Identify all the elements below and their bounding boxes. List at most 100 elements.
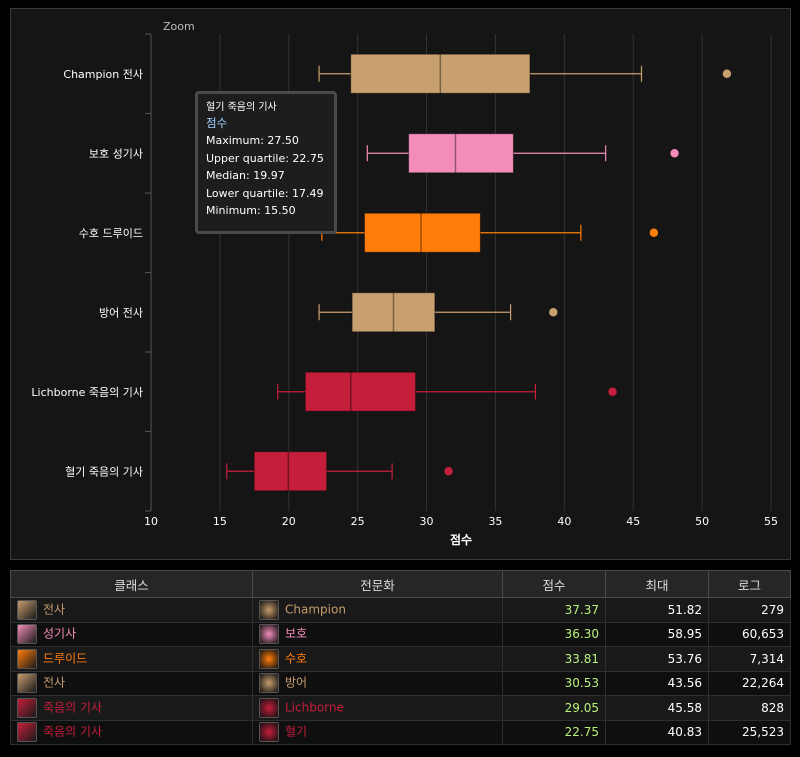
class-cell[interactable]: 죽음의 기사 xyxy=(10,719,253,745)
spec-name[interactable]: 혈기 xyxy=(285,724,308,739)
col-header-spec[interactable]: 전문화 xyxy=(252,570,503,598)
category-label: Champion 전사 xyxy=(63,68,143,81)
class-cell[interactable]: 전사 xyxy=(10,670,253,696)
class-name[interactable]: 드루이드 xyxy=(43,651,88,666)
score-cell: 36.30 xyxy=(502,621,606,647)
box[interactable] xyxy=(253,451,328,492)
col-header-logs[interactable]: 로그 xyxy=(708,570,791,598)
max-cell: 40.83 xyxy=(605,719,709,745)
outlier-point[interactable] xyxy=(722,69,732,78)
box[interactable] xyxy=(408,133,514,174)
spec-cell[interactable]: 방어 xyxy=(252,670,503,696)
class-cell[interactable]: 죽음의 기사 xyxy=(10,695,253,721)
champion-spec-icon xyxy=(259,599,279,620)
outlier-point[interactable] xyxy=(670,149,679,158)
warrior-icon xyxy=(17,673,37,694)
spec-cell[interactable]: 수호 xyxy=(252,646,503,672)
protection-spec-icon xyxy=(259,624,279,645)
spec-name[interactable]: Champion xyxy=(285,602,346,617)
score-cell: 37.37 xyxy=(502,597,606,623)
class-cell[interactable]: 드루이드 xyxy=(10,646,253,672)
chart-tooltip: 혈기 죽음의 기사 점수 Maximum: 27.50 Upper quarti… xyxy=(195,91,337,234)
logs-cell: 25,523 xyxy=(708,719,791,745)
spec-cell[interactable]: 혈기 xyxy=(252,719,503,745)
category-label: 수호 드루이드 xyxy=(79,227,143,240)
tooltip-series-name: 혈기 죽음의 기사 xyxy=(206,102,277,113)
x-tick-label: 55 xyxy=(764,515,778,528)
table-row[interactable]: 죽음의 기사 혈기 22.75 40.83 25,523 xyxy=(10,719,791,745)
table-row[interactable]: 전사 Champion 37.37 51.82 279 xyxy=(10,597,791,623)
zoom-label[interactable]: Zoom xyxy=(163,20,195,33)
x-tick-label: 35 xyxy=(488,515,502,528)
x-tick-label: 40 xyxy=(557,515,571,528)
col-header-class[interactable]: 클래스 xyxy=(10,570,253,598)
tooltip-lower-quartile: Lower quartile: 17.49 xyxy=(206,186,324,200)
class-cell[interactable]: 전사 xyxy=(10,597,253,623)
tooltip-maximum: Maximum: 27.50 xyxy=(206,134,299,147)
spec-name[interactable]: 방어 xyxy=(285,675,308,690)
category-label: 혈기 죽음의 기사 xyxy=(65,464,143,478)
category-label: 방어 전사 xyxy=(99,306,143,319)
x-tick-label: 30 xyxy=(420,515,434,528)
logs-cell: 7,314 xyxy=(708,646,791,672)
class-name[interactable]: 전사 xyxy=(43,602,66,617)
table-row[interactable]: 드루이드 수호 33.81 53.76 7,314 xyxy=(10,646,791,672)
table-header-row: 클래스 전문화 점수 최대 로그 xyxy=(10,570,791,598)
protection-warrior-spec-icon xyxy=(259,673,279,694)
death-knight-icon xyxy=(17,697,37,718)
outlier-point[interactable] xyxy=(444,467,453,476)
x-axis-label: 점수 xyxy=(450,532,472,547)
x-tick-label: 45 xyxy=(626,515,640,528)
x-tick-label: 20 xyxy=(282,515,296,528)
rankings-table: 클래스 전문화 점수 최대 로그 전사 Champion 37.37 51.82 279… xyxy=(10,570,791,745)
tooltip-upper-quartile: Upper quartile: 22.75 xyxy=(206,151,324,165)
score-cell: 33.81 xyxy=(502,646,606,672)
logs-cell: 60,653 xyxy=(708,621,791,647)
class-name[interactable]: 성기사 xyxy=(43,626,77,641)
max-cell: 58.95 xyxy=(605,621,709,647)
druid-icon xyxy=(17,648,37,669)
tooltip-score-label: 점수 xyxy=(206,116,228,130)
class-name[interactable]: 전사 xyxy=(43,675,66,690)
col-header-max[interactable]: 최대 xyxy=(605,570,709,598)
x-tick-label: 50 xyxy=(695,515,709,528)
spec-cell[interactable]: Champion xyxy=(252,597,503,623)
box[interactable] xyxy=(304,371,417,412)
tooltip-minimum: Minimum: 15.50 xyxy=(206,204,296,217)
spec-name[interactable]: 수호 xyxy=(285,651,308,666)
max-cell: 53.76 xyxy=(605,646,709,672)
outlier-point[interactable] xyxy=(608,387,617,396)
class-name[interactable]: 죽음의 기사 xyxy=(43,700,103,715)
table-row[interactable]: 전사 방어 30.53 43.56 22,264 xyxy=(10,670,791,696)
death-knight-icon xyxy=(17,722,37,743)
box[interactable] xyxy=(351,292,436,333)
table-row[interactable]: 죽음의 기사 Lichborne 29.05 45.58 828 xyxy=(10,695,791,721)
box[interactable] xyxy=(350,53,531,94)
box[interactable] xyxy=(364,212,481,253)
score-cell: 22.75 xyxy=(502,719,606,745)
table-row[interactable]: 성기사 보호 36.30 58.95 60,653 xyxy=(10,621,791,647)
outlier-point[interactable] xyxy=(549,308,558,317)
class-name[interactable]: 죽음의 기사 xyxy=(43,724,103,739)
spec-name[interactable]: 보호 xyxy=(285,626,308,641)
max-cell: 43.56 xyxy=(605,670,709,696)
score-cell: 29.05 xyxy=(502,695,606,721)
score-cell: 30.53 xyxy=(502,670,606,696)
class-cell[interactable]: 성기사 xyxy=(10,621,253,647)
tooltip-median: Median: 19.97 xyxy=(206,169,285,182)
spec-cell[interactable]: 보호 xyxy=(252,621,503,647)
warrior-icon xyxy=(17,599,37,620)
spec-cell[interactable]: Lichborne xyxy=(252,695,503,721)
boxplot-chart-panel: 10 15 20 25 30 35 40 45 50 55 점수 Champion 전사 보호 성기사 수… xyxy=(10,8,791,560)
max-cell: 51.82 xyxy=(605,597,709,623)
spec-name[interactable]: Lichborne xyxy=(285,700,344,715)
col-header-score[interactable]: 점수 xyxy=(502,570,606,598)
logs-cell: 279 xyxy=(708,597,791,623)
logs-cell: 828 xyxy=(708,695,791,721)
max-cell: 45.58 xyxy=(605,695,709,721)
blood-spec-icon xyxy=(259,722,279,743)
guardian-spec-icon xyxy=(259,648,279,669)
outlier-point[interactable] xyxy=(649,228,659,237)
x-tick-label: 25 xyxy=(351,515,365,528)
